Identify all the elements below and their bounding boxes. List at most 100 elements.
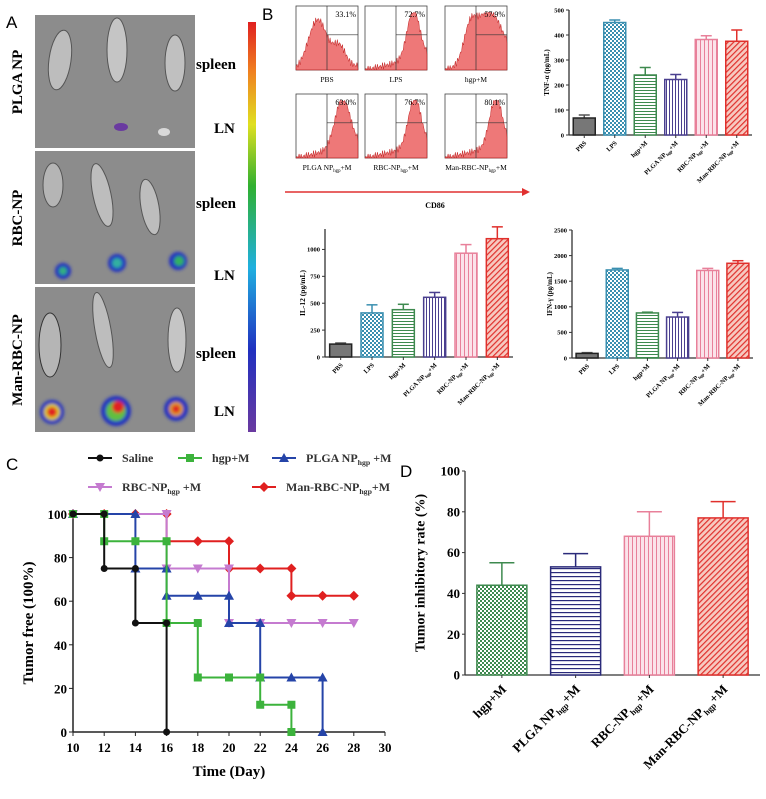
y-tick-label: 750 — [310, 274, 320, 281]
histogram-label: Man-RBC-NPhgp+M — [445, 163, 507, 174]
circle-marker — [131, 565, 139, 572]
spleen-organ — [106, 17, 128, 83]
row-label: PLGA NP — [10, 50, 26, 115]
square-marker — [131, 537, 140, 546]
x-tick-label: PBS — [575, 140, 589, 154]
triangle-down-marker — [95, 483, 105, 492]
bar — [726, 262, 750, 359]
gate-percent: 80.1% — [484, 98, 505, 107]
square-marker — [193, 673, 202, 682]
bar — [605, 269, 629, 359]
spleen-organ — [38, 312, 62, 378]
y-tick-label: 0 — [61, 725, 68, 740]
bar — [549, 566, 602, 676]
histogram-label: PBS — [320, 75, 333, 84]
y-tick-label: 500 — [557, 330, 567, 337]
diamond-marker — [192, 536, 203, 547]
y-tick-label: 1500 — [554, 278, 567, 285]
series-line — [68, 509, 359, 601]
bar — [572, 117, 596, 136]
bar — [360, 312, 384, 358]
square-marker — [225, 673, 233, 682]
square-marker — [287, 728, 296, 736]
y-tick-label: 1000 — [554, 304, 567, 311]
y-axis-label: IFN-γ (pg/mL) — [546, 271, 554, 316]
panel-label-b: B — [262, 5, 273, 24]
legend-label: Saline — [122, 451, 154, 465]
histogram-label: LPS — [390, 75, 403, 84]
circle-marker — [96, 454, 104, 462]
histogram-label: PLGA NPhgp+M — [303, 163, 352, 174]
y-tick-label: 100 — [441, 464, 461, 479]
lymph-node-signal — [40, 396, 188, 426]
y-tick-label: 20 — [447, 627, 460, 642]
x-tick-label: LPS — [605, 140, 619, 154]
diamond-marker — [286, 590, 297, 601]
square-marker — [256, 673, 265, 682]
y-tick-label: 20 — [54, 681, 67, 696]
bar-chart-inhibit: 0 20 40 60 80 100 Tumor inhibitory rate (%) hgp… — [414, 464, 760, 774]
series-line — [69, 510, 171, 736]
spleen-label: spleen — [196, 57, 237, 73]
flow-histogram: 63.0% PLGA NPhgp+M — [295, 93, 359, 174]
bar — [694, 38, 718, 136]
x-tick-label: Man-RBC-NPhgp+M — [640, 682, 732, 774]
step-line — [73, 513, 354, 597]
legend-item: hgp+M — [178, 451, 250, 465]
x-tick-label: PBS — [331, 362, 345, 376]
legend-item: Saline — [88, 451, 154, 465]
histogram-fill — [295, 99, 359, 159]
triangle-marker — [286, 672, 297, 682]
x-tick-label: LPS — [608, 363, 622, 377]
square-marker — [193, 619, 202, 627]
legend-label: RBC-NPhgp +M — [122, 480, 201, 496]
y-tick-label: 2000 — [554, 253, 567, 260]
x-tick-label: 10 — [67, 740, 80, 755]
lymph-node-signal — [55, 252, 187, 279]
circle-marker — [100, 510, 108, 518]
y-tick-label: 100 — [48, 507, 68, 522]
x-tick-label: 30 — [379, 740, 392, 755]
x-tick-label: 22 — [254, 740, 267, 755]
x-tick-label: hgp+M — [632, 363, 651, 382]
bar — [422, 296, 447, 358]
step-line — [73, 513, 168, 732]
bar-chart-il12: 0 250 500 750 1000 IL-12 (pg/mL) PBS LPS hgp+MPL… — [298, 226, 513, 407]
y-tick-label: 200 — [554, 82, 564, 89]
bar — [633, 74, 657, 136]
triangle-down-marker — [317, 619, 328, 628]
x-tick-label: RBC-NPhgp+M — [588, 682, 658, 752]
flow-histogram: 33.1% PBS — [295, 5, 359, 84]
spleen-organ — [90, 163, 114, 227]
x-tick-label: PLGA NPhgp+M — [643, 140, 680, 177]
y-axis-label: Tumor free (100%) — [21, 561, 37, 684]
triangle-marker — [255, 618, 266, 627]
circle-marker — [163, 728, 171, 736]
y-tick-label: 100 — [554, 107, 564, 114]
ln-label: LN — [214, 268, 235, 284]
y-tick-label: 80 — [447, 504, 460, 519]
y-tick-label: 80 — [54, 551, 67, 566]
x-axis-label: Time (Day) — [193, 764, 266, 780]
triangle-down-marker — [161, 510, 172, 519]
x-tick-label: PLGA NPhgp+M — [402, 362, 439, 399]
triangle-marker — [279, 453, 289, 462]
legend-label: Man-RBC-NPhgp+M — [286, 480, 390, 496]
y-tick-label: 1000 — [307, 247, 320, 254]
bar — [603, 21, 627, 136]
y-tick-label: 300 — [554, 57, 564, 64]
legend-label: PLGA NPhgp +M — [306, 451, 391, 467]
bar — [696, 269, 720, 359]
ln-label: LN — [214, 121, 235, 137]
spleen-organ — [167, 307, 187, 373]
diamond-marker — [317, 590, 328, 601]
y-tick-label: 250 — [310, 327, 320, 334]
legend-item: Man-RBC-NPhgp+M — [252, 480, 390, 496]
spleen-organ — [47, 29, 73, 91]
spleen-organ — [164, 34, 186, 92]
circle-marker — [131, 619, 139, 627]
y-tick-label: 0 — [454, 668, 461, 683]
spleen-organ — [92, 292, 114, 368]
y-axis-label: Tumor inhibitory rate (%) — [414, 494, 429, 653]
bar — [391, 308, 416, 358]
